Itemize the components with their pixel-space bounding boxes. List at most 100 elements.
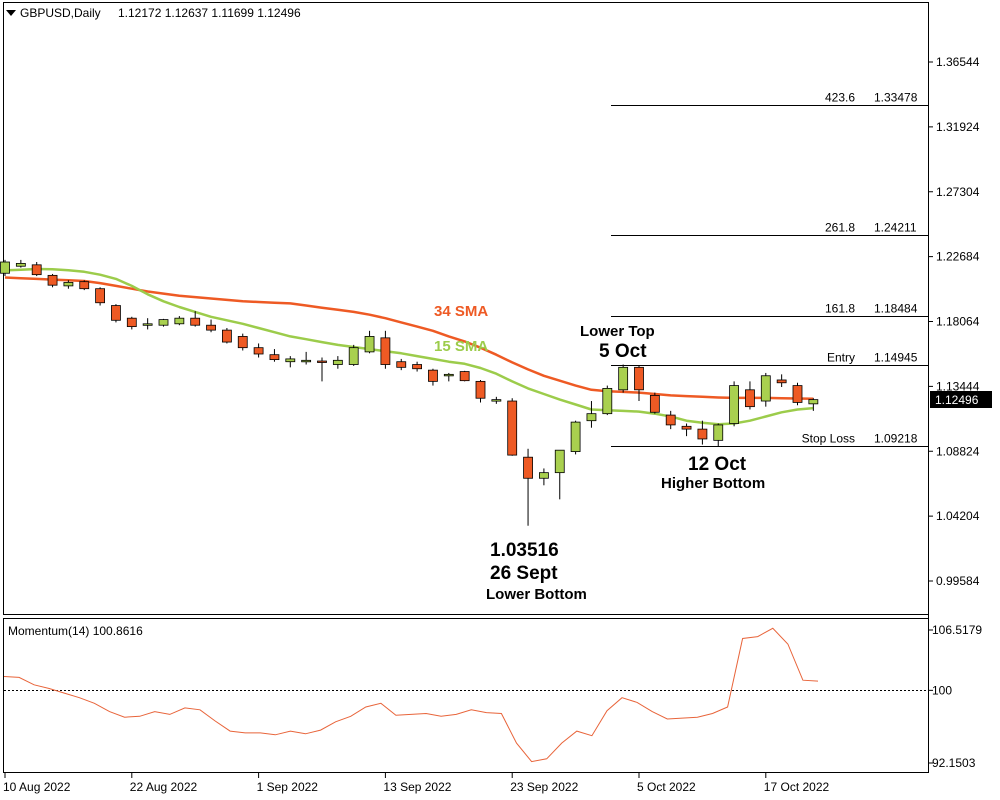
candle	[428, 368, 438, 386]
candle-body-bear	[47, 274, 58, 286]
current-price-tag: 1.12496	[930, 391, 992, 408]
candle	[570, 420, 581, 455]
momentum-tick-label: 100	[932, 683, 952, 697]
candle-body-bear	[523, 456, 533, 479]
time-tick-label: 23 Sep 2022	[510, 780, 578, 794]
candle	[776, 374, 787, 387]
candle	[665, 410, 676, 430]
lower-top-label: Lower Top	[580, 323, 655, 340]
candle-body-bull	[618, 366, 629, 391]
momentum-tick-label: 92.1503	[932, 756, 976, 770]
price-tick-label: 1.31924	[936, 120, 980, 134]
time-axis: 10 Aug 2022 22 Aug 2022 1 Sep 2022 13 Sep 2…	[3, 773, 830, 794]
candle	[507, 398, 518, 456]
candle-body-bear	[776, 379, 787, 384]
candle	[602, 385, 613, 416]
candle	[285, 356, 296, 368]
candle	[634, 365, 644, 402]
candle	[459, 370, 470, 382]
fibonacci-levels: 423.6 1.33478 261.8 1.24211 161.8 1.18484 Entr…	[611, 91, 928, 447]
candle-body-bull	[586, 413, 597, 422]
fib-level-ratio: 161.8	[825, 302, 855, 316]
candle-body-bear	[206, 324, 216, 331]
candle	[174, 316, 185, 326]
candle-body-bear	[396, 361, 407, 368]
candle	[63, 280, 74, 289]
sma34-label: 34 SMA	[434, 303, 488, 320]
candle-body-bull	[729, 385, 739, 424]
price-tick-label: 0.99584	[936, 574, 980, 588]
price-tick-label: 1.13444	[936, 379, 980, 393]
candle-body-bull	[301, 359, 312, 363]
candle-body-bear	[634, 366, 644, 391]
fib-level-price: 1.24211	[874, 221, 917, 235]
candle	[760, 372, 771, 407]
fib-level-ratio: Stop Loss	[802, 432, 855, 446]
candle-body-bear	[237, 336, 248, 349]
candle	[15, 259, 26, 268]
candle	[332, 356, 343, 369]
candle-body-bear	[665, 414, 676, 426]
higher-bottom-date: 12 Oct	[688, 454, 747, 475]
candle-body-bear	[507, 400, 518, 456]
candle-body-bull	[15, 263, 26, 267]
time-tick-label: 5 Oct 2022	[637, 780, 696, 794]
candle	[47, 273, 58, 288]
candle-body-bear	[792, 385, 803, 403]
candle	[808, 398, 819, 411]
time-tick-label: 10 Aug 2022	[3, 780, 71, 794]
candle	[95, 287, 105, 306]
candle	[253, 343, 264, 358]
ohlc-readout: 1.12172 1.12637 1.11699 1.12496	[118, 6, 301, 20]
candle-body-bull	[570, 421, 581, 452]
candle-body-bull	[174, 317, 185, 325]
fib-level-price: 1.33478	[874, 91, 918, 105]
moving-averages	[4, 267, 814, 426]
candle	[586, 401, 597, 428]
candle-body-bear	[253, 347, 264, 355]
candle-body-bear	[412, 364, 423, 370]
momentum-tick-label: 106.5179	[932, 623, 982, 637]
candle	[745, 381, 755, 410]
candle	[443, 372, 454, 382]
candle-body-bull	[142, 323, 153, 326]
price-axis: 1.36544 1.31924 1.27304 1.22684 1.18064 1.134…	[928, 55, 980, 588]
candle	[237, 333, 248, 351]
momentum-axis: 106.5179 100 92.1503	[928, 623, 982, 770]
candle-body-bull	[158, 319, 169, 326]
price-tick-label: 1.04204	[936, 509, 980, 523]
candle-body-bear	[31, 264, 42, 276]
candle	[79, 280, 90, 291]
chart-menu-triangle-icon[interactable]	[6, 10, 16, 16]
candle-body-bear	[79, 281, 90, 290]
candle	[649, 392, 660, 414]
candle-body-bear	[745, 389, 755, 408]
fib-level-ratio: 261.8	[825, 221, 855, 235]
price-tick-label: 1.36544	[936, 55, 980, 69]
time-tick-label: 1 Sep 2022	[257, 780, 319, 794]
candle-body-bull	[602, 387, 613, 415]
candle-body-bull	[348, 347, 359, 365]
candle	[364, 330, 375, 354]
candle-body-bear	[317, 360, 327, 363]
candle	[681, 423, 692, 437]
candle	[111, 304, 121, 323]
candle-body-bear	[269, 354, 280, 361]
candle	[713, 423, 724, 446]
candle	[792, 382, 803, 406]
price-pane-frame	[3, 2, 929, 615]
lower-bottom-date: 26 Sept	[490, 563, 558, 584]
candle-body-bull	[539, 472, 549, 479]
candle	[523, 448, 533, 526]
candle-body-bear	[697, 428, 708, 440]
price-tick-label: 1.27304	[936, 185, 980, 199]
candle-body-bull	[713, 424, 724, 441]
candle-body-bull	[63, 281, 74, 287]
candle	[348, 344, 359, 366]
candle-body-bull	[491, 399, 502, 402]
candle-body-bull	[332, 359, 343, 365]
candle	[539, 468, 549, 486]
candle	[31, 262, 42, 277]
sma15-label: 15 SMA	[434, 338, 488, 355]
